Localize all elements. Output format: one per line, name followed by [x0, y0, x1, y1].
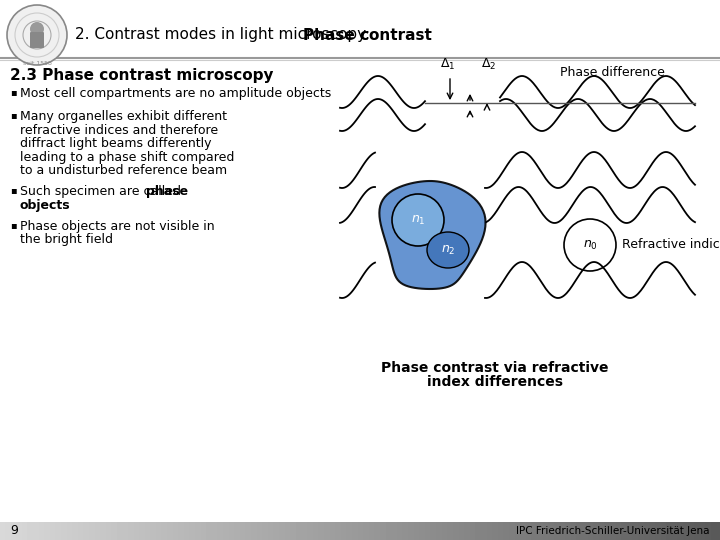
Text: Most cell compartments are no amplitude objects: Most cell compartments are no amplitude …: [20, 87, 331, 100]
Text: Such specimen are called: Such specimen are called: [20, 185, 185, 198]
Text: Refractive indices: Refractive indices: [622, 239, 720, 252]
Text: index differences: index differences: [427, 375, 563, 389]
Text: to a undisturbed reference beam: to a undisturbed reference beam: [20, 164, 227, 177]
Text: $\Delta_1$: $\Delta_1$: [441, 57, 456, 72]
Text: $n_2$: $n_2$: [441, 244, 455, 256]
Text: Phase contrast: Phase contrast: [303, 28, 432, 43]
Text: Phase difference: Phase difference: [560, 65, 665, 78]
Text: IPC Friedrich-Schiller-Universität Jena: IPC Friedrich-Schiller-Universität Jena: [516, 526, 710, 536]
Text: the bright field: the bright field: [20, 233, 113, 246]
Text: 2. Contrast modes in light microscopy:: 2. Contrast modes in light microscopy:: [75, 28, 375, 43]
Text: seit 1558: seit 1558: [22, 61, 51, 66]
Ellipse shape: [392, 194, 444, 246]
Text: 9: 9: [10, 524, 18, 537]
Text: Phase contrast via refractive: Phase contrast via refractive: [382, 361, 608, 375]
PathPatch shape: [379, 181, 485, 289]
Ellipse shape: [427, 232, 469, 268]
Text: objects: objects: [20, 199, 71, 212]
Text: Many organelles exhibit different: Many organelles exhibit different: [20, 110, 227, 123]
Text: Phase objects are not visible in: Phase objects are not visible in: [20, 220, 215, 233]
Text: 2.3 Phase contrast microscopy: 2.3 Phase contrast microscopy: [10, 68, 274, 83]
FancyBboxPatch shape: [30, 32, 44, 48]
Text: $n_1$: $n_1$: [410, 213, 426, 227]
Text: $n_0$: $n_0$: [582, 239, 598, 252]
Text: $\Delta_2$: $\Delta_2$: [482, 57, 497, 72]
Text: phase: phase: [146, 185, 189, 198]
Text: ▪: ▪: [10, 220, 17, 230]
Text: refractive indices and therefore: refractive indices and therefore: [20, 124, 218, 137]
Text: leading to a phase shift compared: leading to a phase shift compared: [20, 151, 235, 164]
Text: ▪: ▪: [10, 87, 17, 97]
Text: ▪: ▪: [10, 185, 17, 195]
Text: ▪: ▪: [10, 110, 17, 120]
Text: diffract light beams differently: diffract light beams differently: [20, 137, 212, 150]
Circle shape: [7, 5, 67, 65]
Circle shape: [30, 22, 44, 36]
